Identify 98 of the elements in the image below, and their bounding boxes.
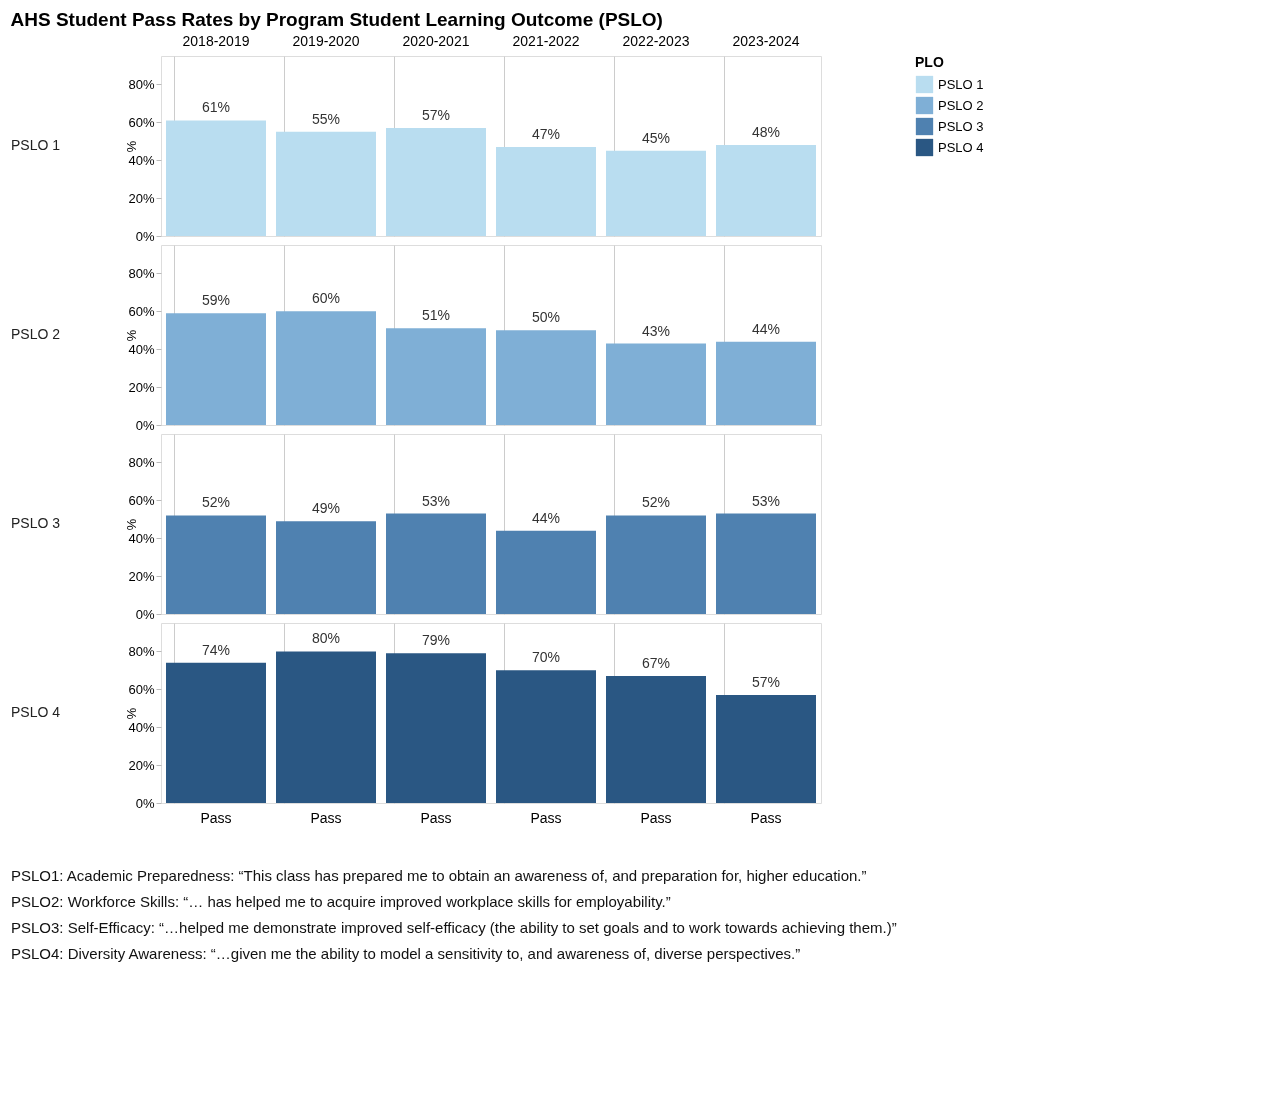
x-tick-label: 2018-2019 [182, 32, 250, 49]
y-tick-label: 60% [128, 303, 155, 319]
y-axis-title: % [124, 518, 140, 531]
y-tick-label: 80% [128, 76, 155, 92]
bar [166, 313, 266, 425]
bar [716, 513, 816, 614]
bar [166, 515, 266, 614]
bar [716, 341, 816, 425]
data-label: 61% [201, 99, 231, 116]
text: PSLO 1 [11, 137, 61, 153]
bar [496, 530, 596, 614]
y-tick-label: 80% [128, 454, 155, 470]
y-tick-label: 60% [128, 492, 155, 508]
bar [276, 651, 376, 803]
data-label: 44% [531, 509, 561, 526]
data-label: 48% [751, 124, 781, 141]
legend-label: PSLO 2 [938, 97, 984, 113]
data-label: 60% [311, 290, 341, 307]
bar [386, 128, 486, 236]
legend-title: PLO [915, 54, 944, 70]
bar [276, 131, 376, 236]
bar [496, 330, 596, 425]
bar [166, 662, 266, 803]
y-tick-label: 0% [135, 795, 155, 811]
y-tick-label: 40% [128, 530, 155, 546]
x-tick-label: 2020-2021 [402, 32, 470, 49]
x-tick-label: Pass [200, 809, 232, 826]
bar [386, 513, 486, 614]
legend-label: PSLO 4 [938, 139, 984, 155]
data-label: 52% [641, 494, 671, 511]
y-tick-label: 40% [128, 152, 155, 168]
data-label: 74% [201, 641, 231, 658]
bar [386, 328, 486, 425]
data-label: 55% [311, 110, 341, 127]
bar [606, 515, 706, 614]
y-tick-label: 80% [128, 265, 155, 281]
data-label: 53% [421, 492, 451, 509]
data-label: 70% [531, 649, 561, 666]
y-axis-title: % [124, 707, 140, 720]
text: PSLO1: Academic Preparedness: “This class has prepared me to obtain an awareness of, and preparation for, higher education.” [11, 867, 867, 884]
data-label: 43% [641, 322, 671, 339]
y-tick-label: 60% [128, 114, 155, 130]
bar [276, 521, 376, 614]
y-tick-label: 0% [135, 606, 155, 622]
x-tick-label: 2022-2023 [622, 32, 690, 49]
text: PSLO4: Diversity Awareness: “…given me the ability to model a sensitivity to, and awareness of, diverse perspectives.” [11, 945, 801, 962]
bar [276, 311, 376, 425]
x-tick-label: Pass [530, 809, 562, 826]
x-tick-label: 2021-2022 [512, 32, 580, 49]
y-tick-label: 40% [128, 719, 155, 735]
y-tick-label: 60% [128, 681, 155, 697]
bar [496, 146, 596, 236]
data-label: 57% [751, 674, 781, 690]
text: PSLO 3 [11, 515, 61, 531]
legend-label: PSLO 3 [938, 118, 984, 134]
bar [496, 670, 596, 803]
data-label: 50% [531, 309, 561, 326]
bar [166, 120, 266, 236]
data-label: 44% [751, 320, 781, 337]
bar [716, 145, 816, 236]
data-label: 57% [421, 107, 451, 123]
data-label: 59% [201, 292, 231, 309]
text: PSLO 4 [11, 704, 61, 720]
bar [606, 343, 706, 425]
data-label: 79% [421, 632, 451, 649]
x-tick-label: Pass [640, 809, 672, 826]
y-tick-label: 0% [135, 228, 155, 244]
bar [606, 676, 706, 803]
data-label: 52% [201, 494, 231, 511]
data-label: 67% [641, 655, 671, 672]
bar [606, 150, 706, 236]
y-tick-label: 20% [128, 568, 155, 584]
y-tick-label: 0% [135, 417, 155, 433]
x-tick-label: 2019-2020 [292, 32, 360, 49]
data-label: 80% [311, 630, 341, 647]
x-tick-label: Pass [310, 809, 342, 826]
y-tick-label: 20% [128, 379, 155, 395]
chart-title: AHS Student Pass Rates by Program Student Learning Outcome (PSLO) [10, 8, 663, 30]
bar [386, 653, 486, 803]
data-label: 53% [751, 492, 781, 509]
data-label: 51% [421, 307, 451, 324]
text: PSLO 2 [11, 326, 61, 342]
y-axis-title: % [124, 329, 140, 342]
y-axis-title: % [124, 140, 140, 153]
x-tick-label: Pass [750, 809, 782, 826]
y-tick-label: 20% [128, 757, 155, 773]
bar [716, 695, 816, 803]
data-label: 49% [311, 500, 341, 517]
legend-label: PSLO 1 [938, 76, 984, 92]
data-label: 47% [531, 125, 561, 142]
y-tick-label: 40% [128, 341, 155, 357]
y-tick-label: 20% [128, 190, 155, 206]
y-tick-label: 80% [128, 643, 155, 659]
data-label: 45% [641, 129, 671, 146]
x-tick-label: 2023-2024 [732, 32, 800, 49]
text: PSLO3: Self-Efficacy: “…helped me demonstrate improved self-efficacy (the ability to set goals and to work towards achieving them.)” [11, 919, 897, 936]
text: PSLO2: Workforce Skills: “… has helped me to acquire improved workplace skills for employability.” [11, 893, 671, 910]
x-tick-label: Pass [420, 809, 452, 826]
